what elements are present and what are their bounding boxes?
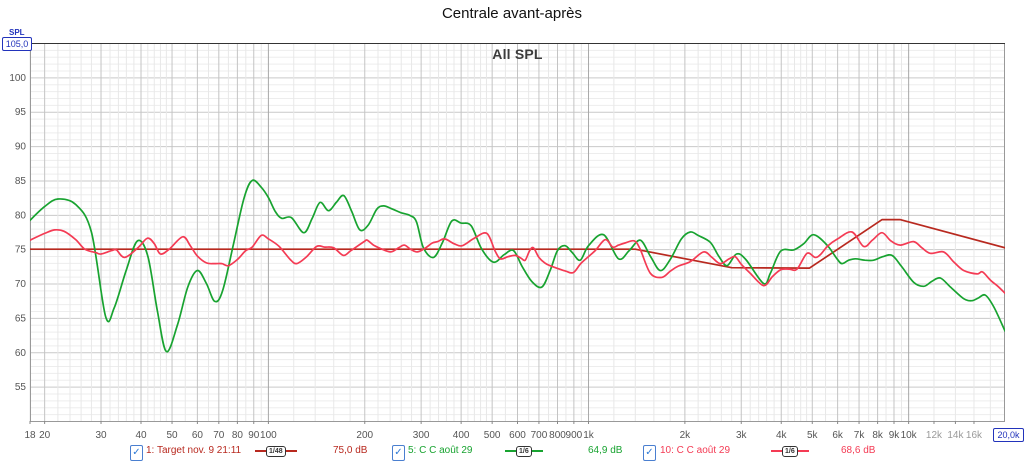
- x-tick-label: 70: [213, 430, 225, 440]
- x-tick-label: 800: [549, 430, 566, 440]
- x-tick-label: 4k: [776, 430, 788, 440]
- x-tick-label: 60: [192, 430, 204, 440]
- x-tick-label: 400: [453, 430, 470, 440]
- legend-label-meas10[interactable]: 10: C C août 29: [660, 445, 731, 456]
- x-tick-label: 30: [95, 430, 107, 440]
- legend-label-meas5[interactable]: 5: C C août 29: [408, 445, 473, 456]
- x-tick-label: 600: [509, 430, 526, 440]
- x-tick-label: 50: [166, 430, 178, 440]
- smoothing-control-target[interactable]: 1/48: [255, 444, 297, 458]
- legend: ✓ 1: Target nov. 9 21:11 1/48 75,0 dB ✓ …: [0, 444, 1024, 461]
- x-axis-max-field[interactable]: 20,0k: [993, 428, 1024, 442]
- x-tick-label: 16k: [966, 430, 983, 440]
- y-tick-label: 55: [15, 382, 27, 393]
- legend-value-target: 75,0 dB: [333, 445, 368, 456]
- spl-plot-area: 18 20 30 40 50 60 70 80 90 100 200 300 400 500 600 700 8…: [9, 43, 1005, 441]
- page-title: Centrale avant-après: [441, 5, 583, 22]
- x-tick-label: 2k: [680, 430, 692, 440]
- x-tick-label: 3k: [736, 430, 748, 440]
- y-tick-label: 60: [15, 348, 27, 359]
- x-tick-label: 5k: [807, 430, 819, 440]
- x-tick-label: 100: [260, 430, 277, 440]
- legend-checkbox-meas10[interactable]: ✓: [643, 445, 656, 461]
- smoothing-control-meas5[interactable]: 1/6: [505, 444, 543, 458]
- legend-checkbox-target[interactable]: ✓: [130, 445, 143, 461]
- x-tick-label: 200: [356, 430, 373, 440]
- y-tick-label: 70: [15, 279, 27, 290]
- x-tick-label: 90: [248, 430, 260, 440]
- x-tick-label: 500: [484, 430, 501, 440]
- x-tick-label: 900: [566, 430, 583, 440]
- smoothing-control-meas10[interactable]: 1/6: [771, 444, 809, 458]
- x-tick-label: 6k: [832, 430, 844, 440]
- x-tick-label: 1k: [583, 430, 595, 440]
- smoothing-value: 1/48: [266, 445, 286, 457]
- y-tick-label: 85: [15, 176, 27, 187]
- x-tick-label: 14k: [947, 430, 964, 440]
- spl-chart-svg: 18 20 30 40 50 60 70 80 90 100 200 300 400 500 600 700 8…: [9, 43, 1005, 441]
- y-tick-label: 75: [15, 245, 27, 256]
- x-tick-label: 12k: [926, 430, 943, 440]
- curve-series-2: [30, 228, 1005, 295]
- x-tick-label: 20: [39, 430, 51, 440]
- legend-value-meas5: 64,9 dB: [588, 445, 623, 456]
- y-tick-label: 100: [9, 73, 26, 84]
- x-tick-label: 300: [413, 430, 430, 440]
- smoothing-value: 1/6: [516, 445, 532, 457]
- y-tick-label: 65: [15, 313, 27, 324]
- x-tick-label: 80: [232, 430, 244, 440]
- y-tick-label: 90: [15, 142, 27, 153]
- x-tick-label: 7k: [854, 430, 866, 440]
- x-tick-label: 18: [24, 430, 36, 440]
- curve-series-0: [30, 218, 1005, 269]
- y-tick-label: 80: [15, 210, 27, 221]
- y-axis-max-field[interactable]: 105,0: [2, 37, 32, 51]
- x-tick-label: 8k: [872, 430, 884, 440]
- x-tick-label: 9k: [889, 430, 901, 440]
- y-tick-label: 95: [15, 107, 27, 118]
- chart-title: All SPL: [492, 46, 543, 62]
- legend-value-meas10: 68,6 dB: [841, 445, 876, 456]
- x-tick-label: 40: [135, 430, 147, 440]
- x-tick-label: 700: [531, 430, 548, 440]
- y-axis-name: SPL: [9, 28, 25, 37]
- legend-label-target[interactable]: 1: Target nov. 9 21:11: [146, 445, 242, 456]
- x-tick-label: 10k: [901, 430, 918, 440]
- smoothing-value: 1/6: [782, 445, 798, 457]
- legend-checkbox-meas5[interactable]: ✓: [392, 445, 405, 461]
